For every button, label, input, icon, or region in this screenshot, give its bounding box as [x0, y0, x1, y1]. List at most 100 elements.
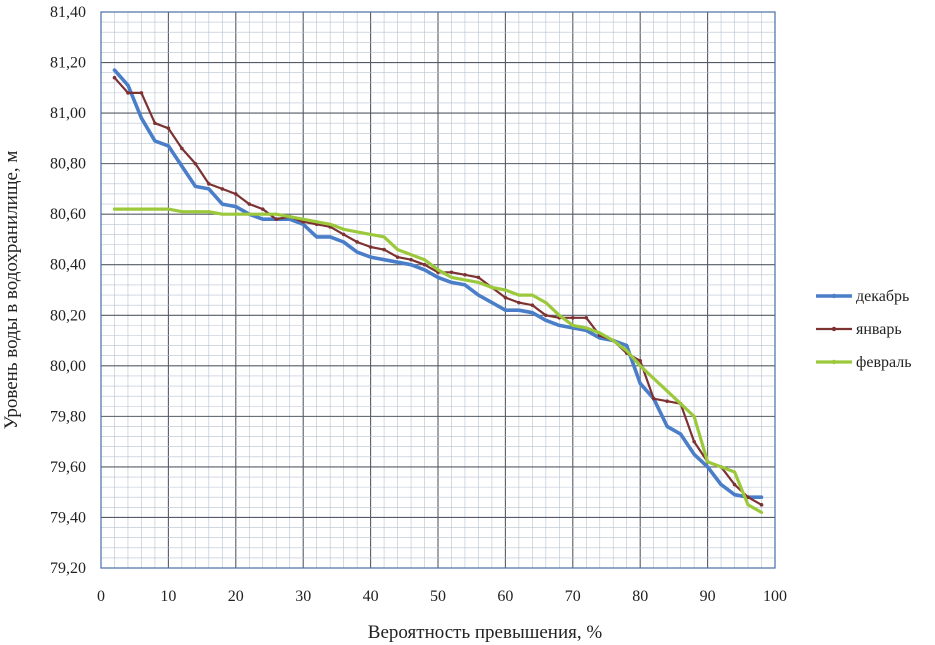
series-point	[625, 349, 629, 353]
series-point	[382, 258, 386, 262]
series-point	[288, 217, 292, 221]
series-point	[517, 300, 521, 305]
series-point	[557, 323, 561, 327]
series-point	[665, 399, 669, 404]
series-point	[719, 465, 723, 469]
x-tick-label: 10	[160, 588, 176, 605]
x-tick-label: 40	[363, 588, 379, 605]
y-tick-label: 80,00	[50, 358, 86, 375]
series-point	[139, 116, 143, 120]
series-point	[207, 187, 211, 191]
y-tick-label: 80,60	[50, 206, 86, 223]
series-point	[746, 495, 750, 500]
series-point	[301, 222, 305, 226]
series-point	[274, 217, 279, 222]
series-point	[544, 301, 548, 305]
series-point	[112, 207, 116, 211]
series-point	[193, 184, 197, 188]
series-point	[409, 263, 413, 267]
y-tick-label: 79,80	[50, 408, 86, 425]
series-point	[382, 247, 386, 252]
series-point	[733, 470, 737, 474]
series-point	[463, 273, 467, 277]
series-point	[463, 283, 467, 287]
legend-label: январь	[856, 321, 902, 338]
legend: декабрь январь февраль	[816, 288, 912, 371]
plot-frame	[100, 11, 776, 569]
series-point	[355, 230, 359, 234]
y-tick-label: 79,60	[50, 459, 86, 476]
series-point	[180, 164, 184, 168]
series-point	[193, 161, 198, 166]
y-axis-ticks: 79,20 79,40 79,60 79,80 80,00 80,20 80,40 80,60…	[50, 4, 86, 577]
series-point	[274, 212, 278, 216]
series-point	[503, 295, 508, 300]
y-tick-label: 81,20	[50, 55, 86, 72]
x-tick-label: 50	[430, 588, 446, 605]
series-point	[436, 268, 440, 272]
series-point	[315, 220, 319, 224]
y-tick-label: 80,20	[50, 307, 86, 324]
series-point	[584, 326, 588, 330]
series-point	[328, 235, 332, 239]
grid	[101, 12, 775, 568]
series-point	[369, 232, 373, 236]
series-point	[234, 205, 238, 209]
series-point	[732, 482, 737, 487]
series-point	[436, 275, 440, 279]
series-point	[638, 358, 642, 363]
series-point	[355, 250, 359, 254]
series-point	[355, 240, 359, 244]
series-point	[166, 144, 170, 148]
series-point	[261, 212, 265, 216]
series-point	[288, 215, 292, 219]
y-tick-label: 79,20	[50, 560, 86, 577]
series-point	[247, 202, 252, 206]
series-point	[260, 207, 265, 211]
series-point	[126, 207, 130, 211]
series-point	[449, 280, 453, 284]
x-tick-label: 60	[497, 588, 513, 605]
series-point	[315, 235, 319, 239]
series-point	[476, 280, 480, 284]
series-point	[611, 339, 615, 343]
x-axis-ticks: 0 10 20 30 40 50 60 70 80 90 100	[97, 588, 787, 605]
series-point	[422, 262, 427, 267]
series-point	[517, 293, 521, 297]
series-point	[503, 288, 507, 292]
series-point	[166, 207, 170, 211]
series-point	[112, 68, 116, 72]
series-point	[557, 313, 561, 317]
series-point	[760, 510, 764, 514]
series-point	[409, 257, 413, 262]
series-point	[126, 91, 130, 95]
series-point	[395, 255, 400, 259]
x-tick-label: 0	[97, 588, 105, 605]
series-point	[382, 235, 386, 239]
x-axis-title: Вероятность превышения, %	[368, 622, 603, 643]
series-point	[760, 495, 764, 499]
series-point	[692, 452, 696, 456]
x-tick-label: 100	[763, 588, 787, 605]
series-point	[706, 465, 710, 469]
series-point	[207, 182, 211, 186]
series-point	[449, 270, 454, 275]
series-point	[530, 293, 534, 297]
series-point	[638, 382, 642, 386]
y-tick-label: 80,80	[50, 156, 86, 173]
series-point	[139, 207, 143, 211]
series-point	[368, 245, 373, 249]
series-point	[759, 503, 764, 507]
series-point	[423, 258, 427, 262]
series-point	[342, 240, 346, 244]
x-tick-label: 80	[632, 588, 648, 605]
x-tick-label: 70	[565, 588, 581, 605]
series-point	[625, 344, 629, 348]
series-point	[193, 210, 197, 214]
legend-marker	[831, 359, 837, 365]
series-point	[409, 253, 413, 257]
series-point	[112, 75, 117, 80]
series-point	[544, 313, 548, 318]
series-point	[598, 336, 602, 340]
